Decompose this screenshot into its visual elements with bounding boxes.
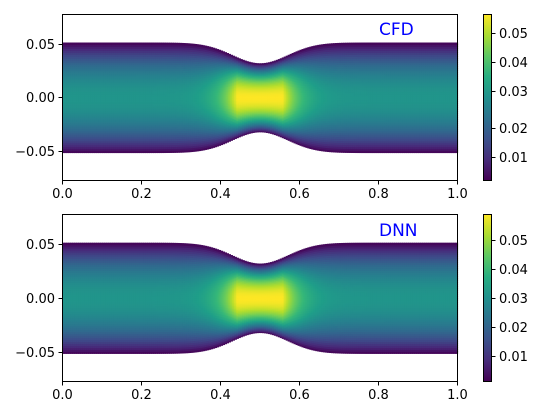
- heatmap-cfd: [63, 43, 459, 154]
- panel-cfd: 0.0 0.2 0.4 0.6 0.8 1.0 0.05 0.00 −0.05 …: [15, 15, 528, 203]
